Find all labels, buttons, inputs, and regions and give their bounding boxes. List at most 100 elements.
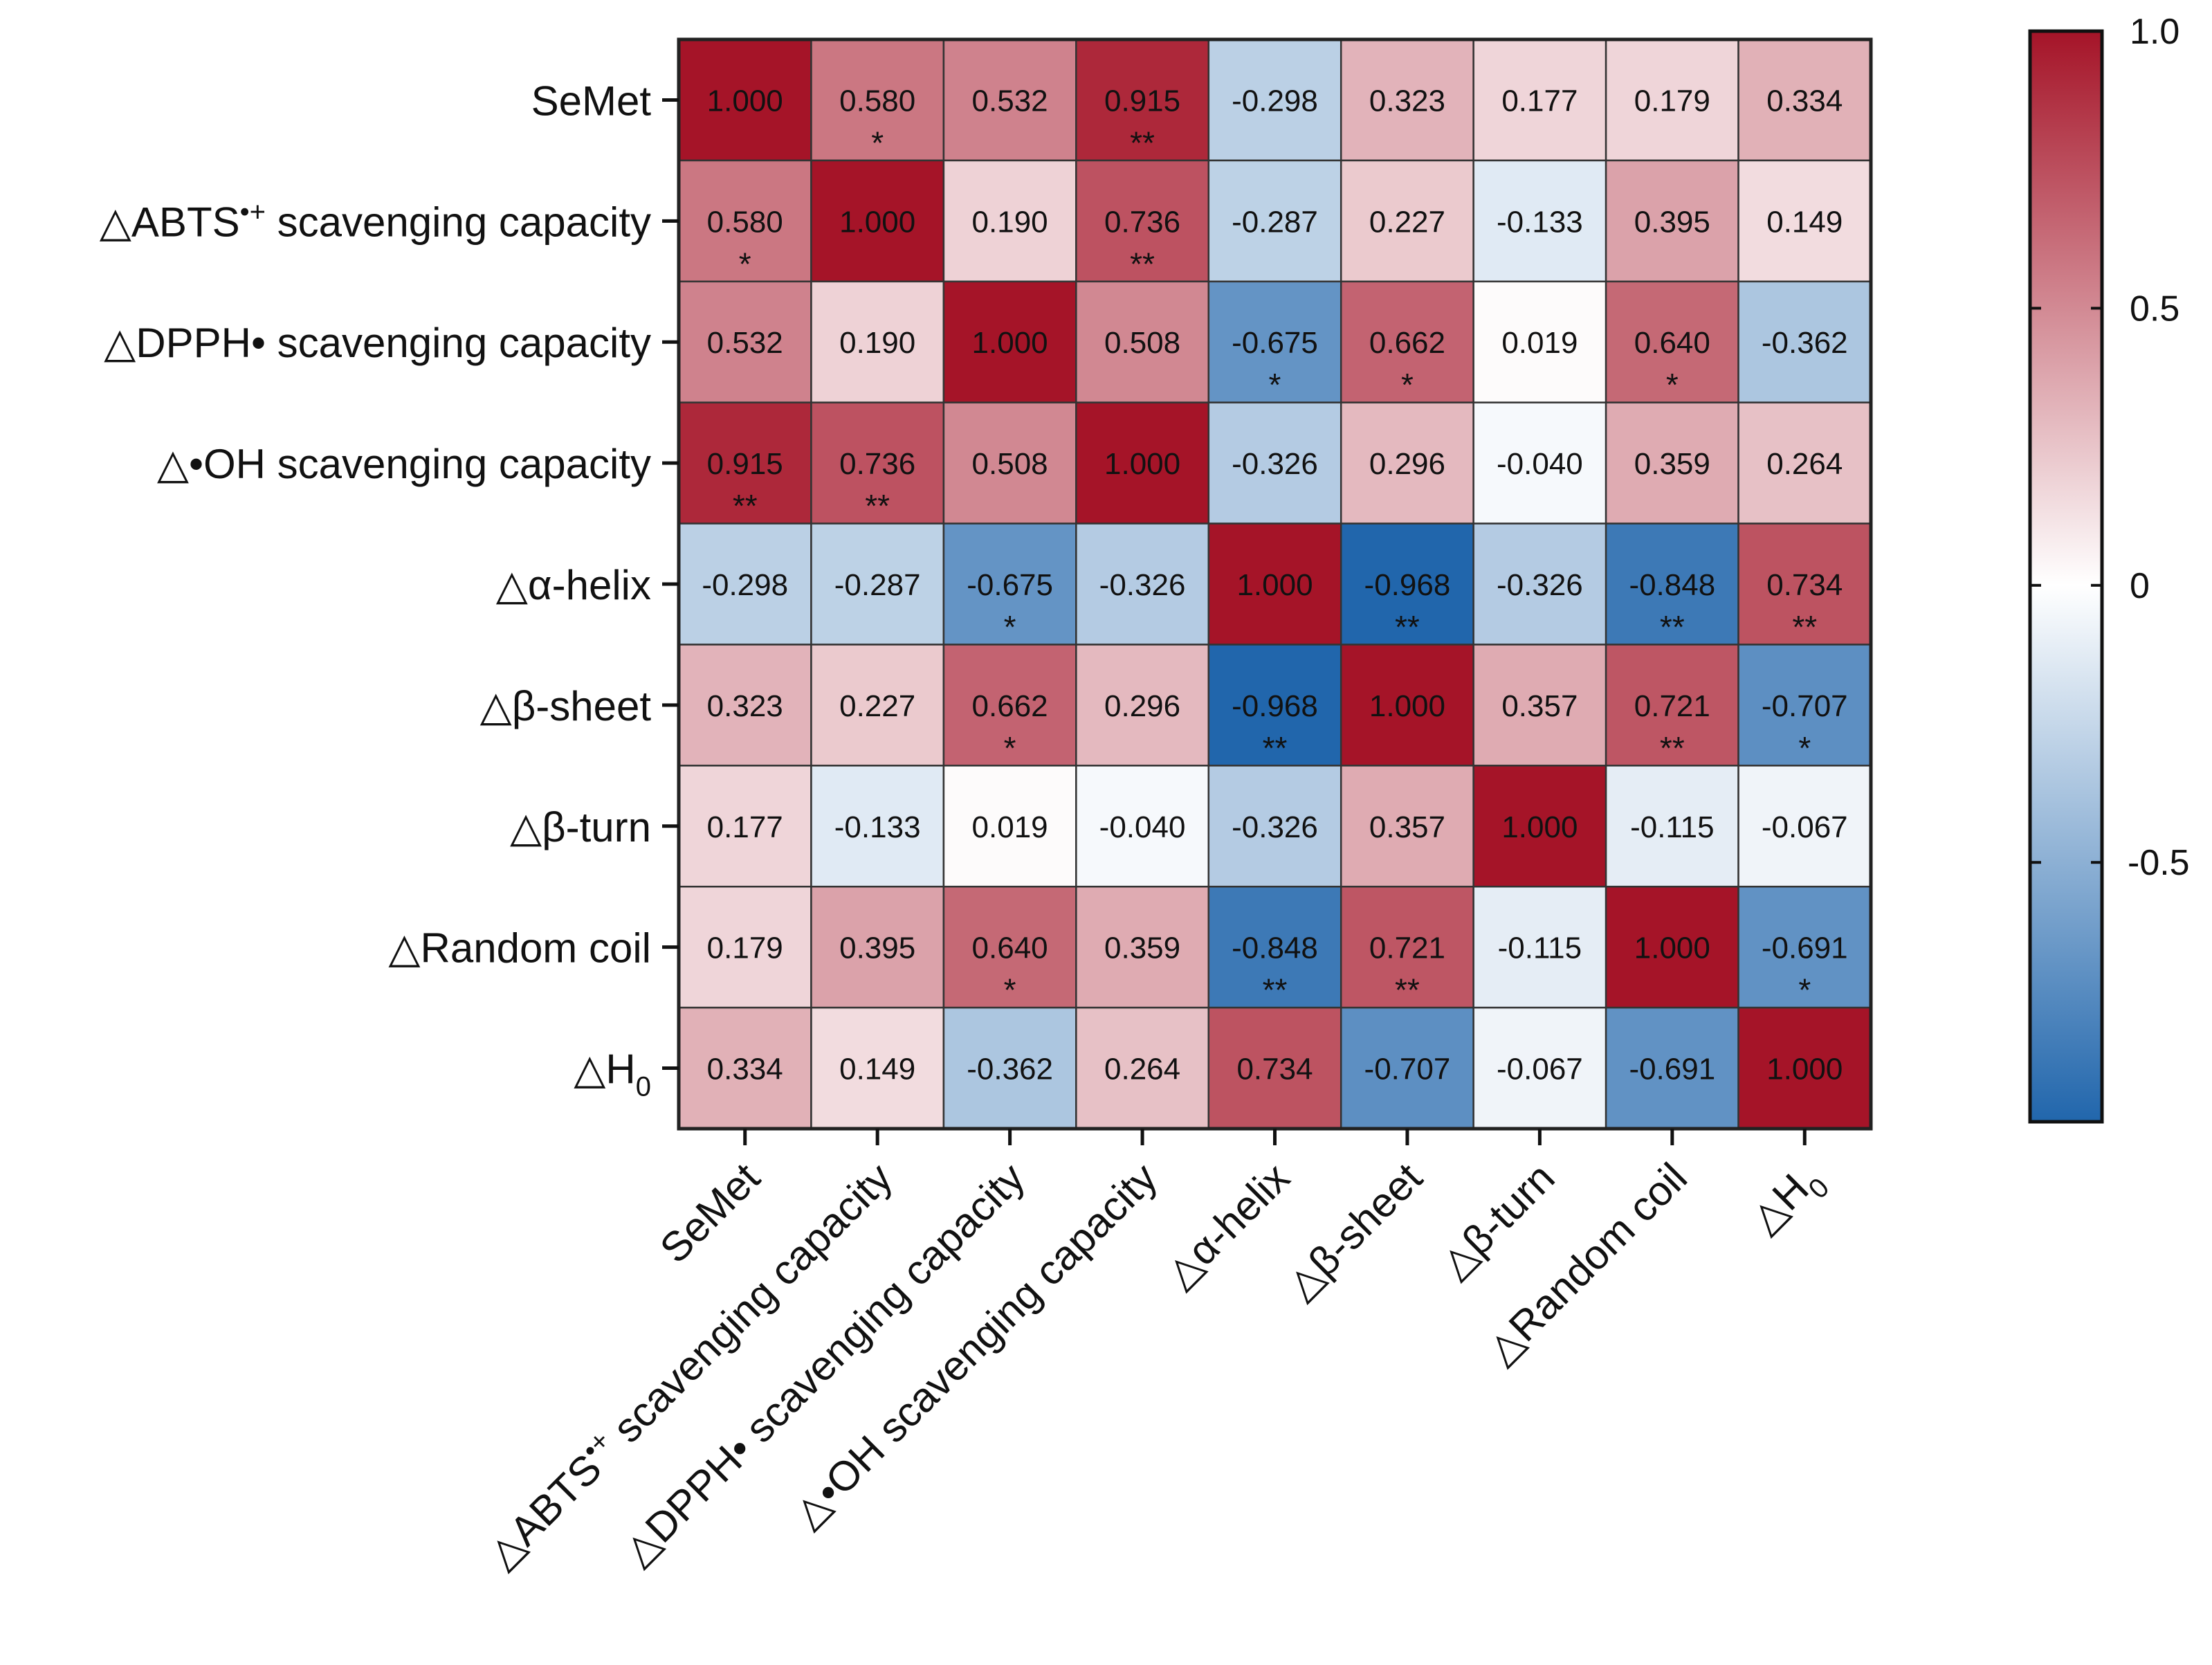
- heatmap-cell: 0.395: [1605, 159, 1739, 283]
- cell-rect: [810, 38, 945, 162]
- y-axis: SeMet △ABTS•+ scavenging capacity △DPPH• s…: [100, 78, 679, 1102]
- cell-value-label: 0.323: [1369, 84, 1445, 118]
- cell-value-label: 0.179: [707, 931, 783, 965]
- cell-rect: [942, 522, 1077, 646]
- cell-value-label: -0.707: [1364, 1053, 1451, 1086]
- heatmap-cell: 1.000: [810, 159, 945, 283]
- cell-rect: [677, 38, 812, 162]
- cell-rect: [1340, 38, 1474, 162]
- cell-value-label: 1.000: [1766, 1053, 1843, 1086]
- cell-rect: [1737, 280, 1872, 403]
- significance-label: *: [1401, 367, 1414, 403]
- heatmap-cell: 1.000: [1340, 644, 1474, 767]
- heatmap-cell: 0.736 **: [1075, 159, 1210, 283]
- y-tick-label: △Random coil: [388, 925, 651, 972]
- cell-rect: [1075, 280, 1210, 403]
- cell-rect: [1207, 765, 1342, 888]
- cell-rect: [1075, 401, 1210, 525]
- cell-value-label: -0.362: [1762, 326, 1848, 360]
- heatmap-cell: -0.326: [1075, 522, 1210, 646]
- heatmap-cell: -0.298: [677, 522, 812, 646]
- heatmap-cell: 0.334: [677, 1006, 812, 1130]
- cell-value-label: 0.580: [839, 84, 915, 118]
- y-tick-label: △H0: [574, 1046, 651, 1102]
- y-tick-label: △β-sheet: [480, 683, 652, 729]
- heatmap-cell: 0.227: [810, 644, 945, 767]
- cell-value-label: 0.532: [972, 84, 1048, 118]
- significance-label: **: [1660, 730, 1685, 766]
- cell-value-label: -0.707: [1762, 689, 1848, 723]
- x-tick-label: SeMet: [651, 1154, 769, 1272]
- cell-rect: [1075, 38, 1210, 162]
- cell-rect: [810, 401, 945, 525]
- cell-value-label: -0.298: [1232, 84, 1318, 118]
- colorbar-tick-label: 0: [2130, 566, 2150, 606]
- cell-value-label: 1.000: [1501, 810, 1578, 844]
- significance-label: **: [1395, 972, 1420, 1008]
- heatmap-cell: 0.734 **: [1737, 522, 1872, 646]
- significance-label: **: [865, 488, 890, 524]
- significance-label: **: [1792, 609, 1817, 645]
- significance-label: *: [1666, 367, 1679, 403]
- heatmap-cell: -0.298: [1207, 38, 1342, 162]
- heatmap-cell: 0.323: [1340, 38, 1474, 162]
- heatmap-cell: 0.580 *: [810, 38, 945, 162]
- heatmap-cell: 1.000: [1605, 885, 1739, 1009]
- cell-rect: [677, 159, 812, 283]
- significance-label: *: [1004, 730, 1016, 766]
- cell-value-label: 0.508: [1104, 326, 1180, 360]
- cell-rect: [810, 522, 945, 646]
- heatmap-cell: 0.177: [1472, 38, 1607, 162]
- heatmap-cell: 0.640 *: [942, 885, 1077, 1009]
- cell-value-label: 1.000: [1236, 568, 1313, 602]
- colorbar-tick-label: -0.5: [2128, 843, 2190, 883]
- cell-value-label: -0.287: [1232, 205, 1318, 239]
- cell-rect: [677, 401, 812, 525]
- cell-value-label: 0.264: [1766, 447, 1843, 481]
- x-tick-label: △β-turn: [1431, 1154, 1564, 1287]
- cell-rect: [677, 644, 812, 767]
- cell-value-label: -0.133: [1497, 205, 1583, 239]
- heatmap-cell: 0.915 **: [677, 401, 812, 525]
- cell-value-label: 0.019: [1501, 326, 1578, 360]
- heatmap-cell: 1.000: [1472, 765, 1607, 888]
- cell-rect: [942, 644, 1077, 767]
- heatmap-cell: -0.691 *: [1737, 885, 1872, 1009]
- y-tick-label: △β-turn: [510, 804, 651, 850]
- cell-rect: [1472, 159, 1607, 283]
- heatmap-cell: 0.019: [1472, 280, 1607, 403]
- heatmap-cell: 0.190: [810, 280, 945, 403]
- cell-rect: [1075, 159, 1210, 283]
- colorbar-tick-label: 0.5: [2130, 289, 2179, 329]
- heatmap-cell: 0.296: [1075, 644, 1210, 767]
- cell-value-label: 0.190: [972, 205, 1048, 239]
- heatmap-cell: 1.000: [677, 38, 812, 162]
- cell-rect: [1075, 885, 1210, 1009]
- cell-value-label: -0.691: [1629, 1053, 1715, 1086]
- heatmap-cell: 0.296: [1340, 401, 1474, 525]
- cell-rect: [1605, 401, 1739, 525]
- cell-value-label: 1.000: [839, 205, 915, 239]
- cell-value-label: -0.326: [1497, 568, 1583, 602]
- cell-rect: [1472, 765, 1607, 888]
- y-tick-label: △α-helix: [496, 562, 651, 608]
- cell-value-label: -0.067: [1762, 810, 1848, 844]
- cell-value-label: 0.721: [1634, 689, 1710, 723]
- heatmap-cell: -0.133: [1472, 159, 1607, 283]
- cell-rect: [942, 885, 1077, 1009]
- cell-rect: [1472, 280, 1607, 403]
- significance-label: *: [1004, 609, 1016, 645]
- cell-value-label: 0.227: [839, 689, 915, 723]
- heatmap-cell: 1.000: [1207, 522, 1342, 646]
- cell-rect: [1472, 1006, 1607, 1130]
- significance-label: **: [1660, 609, 1685, 645]
- significance-label: **: [1263, 972, 1288, 1008]
- cell-rect: [810, 280, 945, 403]
- cell-rect: [1075, 1006, 1210, 1130]
- cell-rect: [942, 159, 1077, 283]
- cell-value-label: -0.133: [834, 810, 921, 844]
- cell-value-label: -0.326: [1099, 568, 1186, 602]
- cell-rect: [1207, 159, 1342, 283]
- cell-value-label: 0.736: [1104, 205, 1180, 239]
- cell-value-label: 0.149: [1766, 205, 1843, 239]
